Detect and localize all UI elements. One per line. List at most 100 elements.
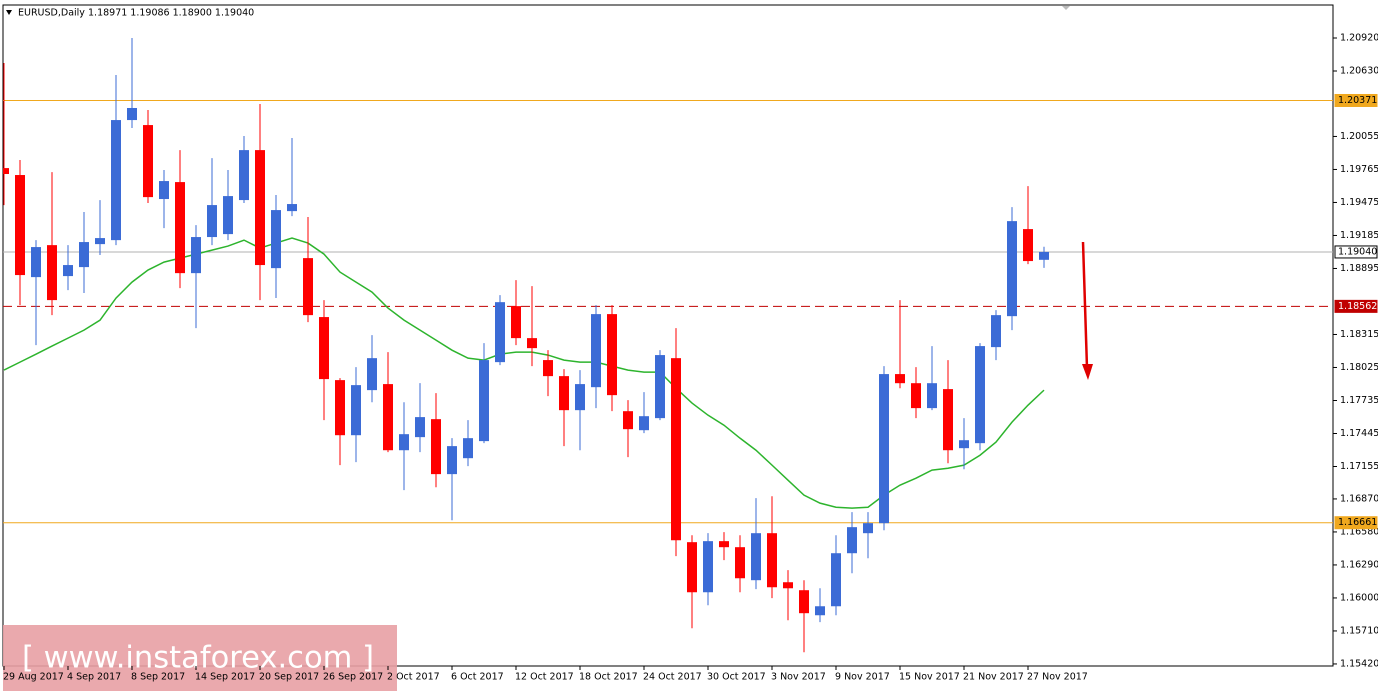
candle-body bbox=[671, 358, 681, 541]
x-tick-label: 9 Nov 2017 bbox=[835, 672, 890, 683]
candle-body bbox=[463, 438, 473, 459]
candle-body bbox=[63, 265, 73, 277]
candle-body bbox=[591, 314, 601, 388]
candle-body bbox=[223, 196, 233, 235]
x-tick-label: 26 Sep 2017 bbox=[323, 672, 383, 683]
candle-body bbox=[991, 315, 1001, 348]
candle-body bbox=[31, 247, 41, 278]
candle-body bbox=[831, 553, 841, 607]
level-label-box bbox=[1334, 516, 1378, 530]
candle-body bbox=[527, 338, 537, 349]
y-tick-label: 1.15710 bbox=[1340, 625, 1378, 636]
candle-body bbox=[175, 182, 185, 274]
x-tick-label: 15 Nov 2017 bbox=[899, 672, 960, 683]
plot-frame bbox=[2, 4, 1334, 667]
y-tick-label: 1.20920 bbox=[1340, 33, 1378, 44]
level-label-box bbox=[1334, 93, 1378, 107]
x-tick-label: 27 Nov 2017 bbox=[1027, 672, 1088, 683]
candle-body bbox=[287, 204, 297, 212]
x-tick-label: 8 Sep 2017 bbox=[131, 672, 185, 683]
y-tick-label: 1.16870 bbox=[1340, 493, 1378, 504]
level-label: 1.16661 bbox=[1338, 517, 1377, 528]
candle-body bbox=[767, 533, 777, 588]
candle-body bbox=[895, 374, 905, 384]
candle-body bbox=[799, 590, 809, 614]
candle-body bbox=[911, 383, 921, 409]
y-tick-label: 1.18895 bbox=[1340, 263, 1378, 274]
y-tick-label: 1.17445 bbox=[1340, 428, 1378, 439]
y-tick-label: 1.16580 bbox=[1340, 526, 1378, 537]
candle-body bbox=[863, 523, 873, 534]
candle-body bbox=[351, 385, 361, 436]
candle-body bbox=[111, 120, 121, 241]
candle-body bbox=[447, 446, 457, 475]
candle-body bbox=[15, 175, 25, 276]
candle-body bbox=[495, 302, 505, 363]
watermark: [ www.instaforex.com ] bbox=[22, 641, 374, 676]
candle-body bbox=[687, 542, 697, 593]
candle-body bbox=[847, 527, 857, 554]
y-tick-label: 1.20055 bbox=[1340, 131, 1378, 142]
x-tick-label: 4 Sep 2017 bbox=[67, 672, 121, 683]
candle-body bbox=[271, 210, 281, 269]
candle-body bbox=[639, 416, 649, 431]
watermark-box bbox=[3, 625, 397, 691]
candle-body bbox=[623, 411, 633, 430]
candle-body bbox=[479, 360, 489, 442]
candle-body bbox=[1023, 229, 1033, 262]
y-tick-label: 1.16290 bbox=[1340, 559, 1378, 570]
candle-body bbox=[511, 306, 521, 339]
candle-body bbox=[367, 358, 377, 391]
candle-body bbox=[751, 533, 761, 581]
candle-body bbox=[959, 440, 969, 449]
candle-body bbox=[783, 582, 793, 589]
y-tick-label: 1.20630 bbox=[1340, 66, 1378, 77]
candle-body bbox=[655, 355, 665, 419]
candle-body bbox=[703, 541, 713, 593]
candle-body bbox=[383, 384, 393, 451]
candle-body bbox=[735, 547, 745, 579]
candle-body bbox=[943, 389, 953, 451]
x-tick-label: 12 Oct 2017 bbox=[515, 672, 574, 683]
y-tick-label: 1.19475 bbox=[1340, 197, 1378, 208]
candle-body bbox=[399, 434, 409, 451]
candle-body bbox=[719, 541, 729, 548]
header-arrow bbox=[6, 10, 12, 15]
y-tick-label: 1.17735 bbox=[1340, 395, 1378, 406]
candle-body bbox=[255, 150, 265, 266]
candle-body bbox=[239, 150, 249, 201]
candle-body bbox=[975, 346, 985, 444]
plot-area bbox=[3, 38, 1333, 653]
candle-body bbox=[543, 360, 553, 377]
candle-body bbox=[143, 125, 153, 198]
y-tick-label: 1.19185 bbox=[1340, 230, 1378, 241]
x-tick-label: 14 Sep 2017 bbox=[195, 672, 255, 683]
header-ohlc: 1.18971 1.19086 1.18900 1.19040 bbox=[88, 8, 254, 19]
candle-body bbox=[79, 242, 89, 268]
x-tick-label: 29 Aug 2017 bbox=[3, 672, 64, 683]
candle-body bbox=[335, 380, 345, 436]
arrow-annotation bbox=[1081, 241, 1093, 380]
y-tick-label: 1.17155 bbox=[1340, 461, 1378, 472]
header-symbol: EURUSD,Daily bbox=[18, 8, 85, 19]
y-tick-label: 1.19765 bbox=[1340, 164, 1378, 175]
candle-body bbox=[207, 205, 217, 238]
candle-body bbox=[319, 317, 329, 380]
x-tick-label: 6 Oct 2017 bbox=[451, 672, 504, 683]
x-tick-label: 18 Oct 2017 bbox=[579, 672, 638, 683]
candle-body bbox=[127, 107, 137, 121]
x-tick-label: 21 Nov 2017 bbox=[963, 672, 1024, 683]
x-tick-label: 20 Sep 2017 bbox=[259, 672, 319, 683]
y-tick-label: 1.16000 bbox=[1340, 592, 1378, 603]
level-label: 1.20371 bbox=[1338, 95, 1377, 106]
candle-body bbox=[431, 419, 441, 475]
level-label: 1.19040 bbox=[1338, 246, 1377, 257]
candle-body bbox=[927, 383, 937, 409]
x-tick-label: 30 Oct 2017 bbox=[707, 672, 766, 683]
candle-body bbox=[303, 258, 313, 316]
x-tick-label: 24 Oct 2017 bbox=[643, 672, 702, 683]
candle-body bbox=[415, 417, 425, 438]
level-label-box bbox=[1334, 245, 1378, 259]
x-tick-label: 3 Nov 2017 bbox=[771, 672, 826, 683]
